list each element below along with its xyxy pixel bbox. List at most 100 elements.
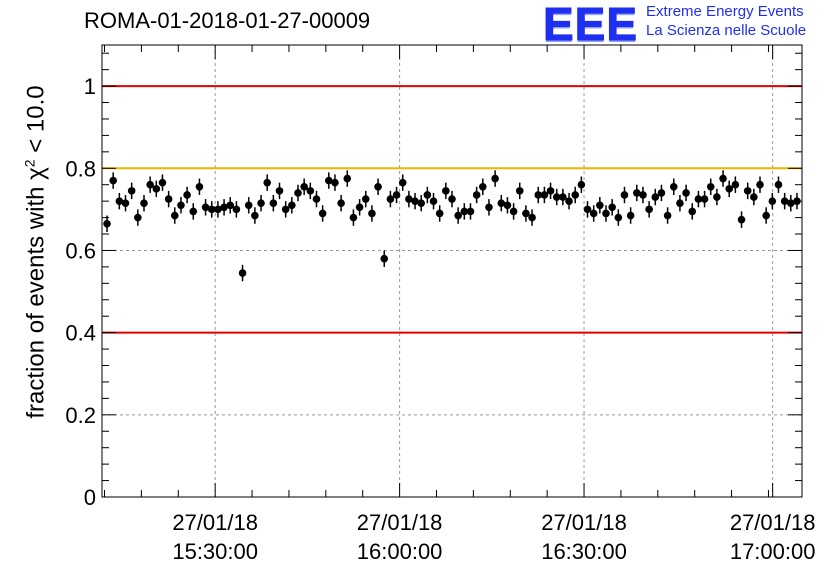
data-point [669, 182, 678, 191]
x-tick-label-time: 16:30:00 [541, 539, 627, 564]
data-point [189, 207, 198, 216]
data-point [503, 201, 512, 210]
y-tick-label: 0.4 [65, 321, 96, 346]
x-tick-label-date: 27/01/18 [541, 510, 627, 535]
data-point [324, 176, 333, 185]
data-point [682, 189, 690, 197]
data-point [158, 178, 167, 187]
data-point [435, 209, 444, 218]
data-point [688, 207, 697, 216]
x-tick-label-date: 27/01/18 [172, 510, 258, 535]
grid-lines [102, 45, 802, 497]
data-point [774, 180, 783, 189]
logo-line-2: La Scienza nelle Scuole [646, 22, 807, 39]
data-point [207, 205, 216, 214]
data-point [596, 201, 604, 210]
data-point [257, 199, 265, 207]
data-point [528, 213, 536, 222]
data-point [318, 209, 327, 218]
data-point [411, 197, 419, 205]
data-point [663, 211, 672, 220]
data-point [491, 174, 499, 183]
data-point [700, 195, 709, 203]
data-point [398, 178, 407, 187]
data-point [251, 211, 259, 220]
eee-logo: EEE Extreme Energy Events La Scienza nel… [542, 1, 806, 48]
y-tick-label: 1 [84, 74, 96, 99]
data-point [787, 199, 795, 207]
data-point [103, 219, 111, 228]
data-point [706, 182, 715, 191]
data-point [127, 187, 136, 195]
data-point [602, 209, 610, 218]
data-point [232, 205, 241, 214]
data-point [109, 176, 117, 185]
data-point [633, 189, 641, 197]
data-point [515, 187, 524, 195]
x-tick-label-time: 15:30:00 [172, 539, 258, 564]
x-tick-label-time: 16:00:00 [357, 539, 443, 564]
data-point [737, 215, 746, 224]
data-point [460, 207, 469, 216]
x-tick-label-time: 17:00:00 [730, 539, 816, 564]
data-point [756, 180, 764, 189]
data-point [423, 191, 432, 199]
data-point [583, 205, 592, 214]
data-point [750, 193, 758, 201]
data-point [479, 182, 487, 191]
data-point [522, 209, 530, 218]
data-point [552, 193, 561, 201]
data-point [201, 203, 210, 212]
data-point [115, 197, 124, 205]
data-point [546, 187, 555, 195]
data-point [442, 187, 450, 195]
data-point [300, 182, 308, 191]
data-point [614, 213, 623, 222]
data-point [361, 195, 370, 203]
data-point [608, 203, 616, 212]
data-point [731, 180, 740, 189]
data-point [281, 205, 290, 214]
data-point [713, 193, 721, 201]
data-point [405, 195, 413, 203]
data-point [146, 180, 154, 189]
y-axis-label: fraction of events with χ2 < 10.0 [22, 85, 51, 418]
logo-line-1: Extreme Energy Events [646, 3, 804, 20]
data-point [269, 199, 278, 207]
data-point [448, 195, 456, 203]
data-point [355, 203, 364, 212]
data-point [312, 195, 321, 203]
reference-lines [102, 85, 802, 334]
data-point [380, 254, 389, 263]
data-point [417, 199, 425, 207]
data-point [762, 211, 770, 220]
data-point [220, 203, 228, 212]
plot-frame [101, 44, 803, 498]
y-tick-label: 0 [84, 485, 96, 510]
y-axis-label-sup: 2 [21, 159, 38, 168]
axis-ticks: 0 0.2 0.4 0.6 0.8 1 27/01/18 15:30:00 27/01/18 16… [65, 45, 815, 564]
data-point [244, 201, 253, 210]
data-point [170, 211, 179, 220]
eee-logo-text: Extreme Energy Events La Scienza nelle S… [646, 2, 806, 40]
data-point [589, 209, 598, 218]
data-point [466, 207, 475, 216]
data-point [694, 195, 703, 203]
data-point [214, 205, 222, 214]
data-point [571, 191, 580, 199]
data-point [183, 191, 191, 199]
data-point [651, 193, 660, 201]
data-point [565, 197, 573, 205]
data-point [454, 211, 462, 220]
data-point [294, 189, 302, 197]
data-point [226, 201, 235, 210]
data-point [780, 197, 789, 205]
data-point [534, 191, 543, 199]
data-point [540, 191, 549, 199]
data-point [472, 191, 481, 199]
data-point [645, 205, 653, 214]
data-point [195, 182, 204, 191]
data-point [577, 180, 586, 189]
data-point [140, 199, 148, 207]
